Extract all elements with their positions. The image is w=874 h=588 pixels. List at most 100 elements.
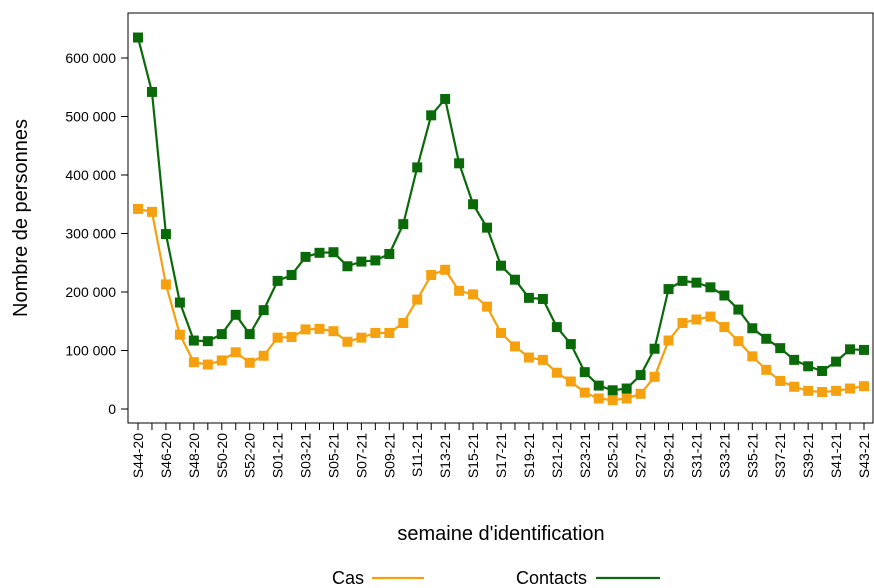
data-point bbox=[426, 270, 437, 281]
data-point bbox=[482, 301, 493, 312]
data-point bbox=[761, 333, 772, 344]
data-point bbox=[845, 383, 856, 394]
x-tick-label: S23-21 bbox=[577, 433, 593, 478]
data-point bbox=[649, 343, 660, 354]
data-point bbox=[677, 318, 688, 329]
data-point bbox=[789, 354, 800, 365]
x-tick-label: S03-21 bbox=[298, 433, 314, 478]
data-point bbox=[426, 110, 437, 121]
data-point bbox=[719, 290, 730, 301]
data-point bbox=[719, 322, 730, 333]
x-tick-label: S43-21 bbox=[856, 433, 872, 478]
data-point bbox=[188, 335, 199, 346]
x-tick-label: S15-21 bbox=[465, 433, 481, 478]
data-point bbox=[677, 275, 688, 286]
data-point bbox=[845, 344, 856, 355]
data-point bbox=[803, 361, 814, 372]
data-point bbox=[509, 274, 520, 285]
data-point bbox=[775, 343, 786, 354]
data-point bbox=[328, 247, 339, 258]
data-point bbox=[565, 376, 576, 387]
data-point bbox=[607, 395, 618, 406]
data-point bbox=[342, 336, 353, 347]
x-axis: S44-20 S46-20 S48-20 S50-20 S52-20 S01-21 S03-… bbox=[130, 423, 872, 478]
data-point bbox=[133, 203, 143, 214]
x-axis-title: semaine d'identification bbox=[397, 523, 604, 545]
data-point bbox=[328, 326, 339, 337]
y-axis: 0 100 000 200 000 300 000 400 000 500 000 600 … bbox=[65, 50, 128, 417]
data-point bbox=[314, 247, 325, 258]
data-point bbox=[244, 357, 255, 368]
y-tick-label: 300 000 bbox=[65, 226, 116, 242]
data-point bbox=[258, 350, 269, 361]
data-point bbox=[509, 341, 520, 352]
y-tick-label: 600 000 bbox=[65, 50, 116, 66]
data-point bbox=[286, 332, 297, 343]
data-point bbox=[496, 327, 506, 338]
data-point bbox=[761, 364, 772, 375]
y-tick-label: 100 000 bbox=[65, 343, 116, 359]
data-point bbox=[593, 393, 604, 404]
data-point bbox=[607, 385, 618, 396]
data-point bbox=[663, 284, 674, 295]
data-point bbox=[803, 385, 814, 396]
series-line bbox=[137, 207, 865, 402]
y-tick-label: 400 000 bbox=[65, 167, 116, 183]
data-point bbox=[537, 294, 548, 305]
data-point bbox=[859, 381, 869, 392]
data-point bbox=[216, 329, 227, 340]
x-tick-label: S01-21 bbox=[270, 433, 286, 478]
x-tick-label: S19-21 bbox=[521, 433, 537, 478]
data-point bbox=[356, 256, 367, 267]
data-point bbox=[537, 354, 548, 365]
data-point bbox=[705, 282, 716, 293]
data-point bbox=[230, 309, 241, 320]
data-point bbox=[412, 162, 423, 173]
data-point bbox=[523, 352, 534, 363]
data-point bbox=[244, 329, 255, 340]
data-point bbox=[174, 297, 185, 308]
data-point bbox=[733, 304, 744, 315]
legend: Cas Contacts bbox=[332, 568, 660, 588]
data-point bbox=[160, 229, 171, 240]
data-point bbox=[272, 332, 283, 343]
x-tick-label: S44-20 bbox=[130, 433, 146, 478]
data-point bbox=[663, 335, 674, 346]
data-point bbox=[565, 339, 576, 350]
data-point bbox=[468, 199, 479, 210]
data-point bbox=[831, 356, 842, 367]
legend-label: Cas bbox=[332, 568, 364, 588]
data-point bbox=[705, 311, 716, 322]
data-point bbox=[454, 158, 465, 169]
x-tick-label: S29-21 bbox=[661, 433, 677, 478]
data-point bbox=[370, 327, 381, 338]
x-tick-label: S41-21 bbox=[828, 433, 844, 478]
data-point bbox=[817, 387, 828, 398]
data-point bbox=[202, 336, 213, 347]
data-point bbox=[747, 351, 758, 362]
series-contacts bbox=[133, 32, 869, 396]
data-point bbox=[300, 251, 311, 262]
data-point bbox=[593, 380, 604, 391]
data-point bbox=[551, 322, 562, 333]
data-point bbox=[482, 222, 493, 233]
data-point bbox=[412, 294, 423, 305]
x-tick-label: S05-21 bbox=[325, 433, 341, 478]
data-point bbox=[398, 219, 409, 230]
data-point bbox=[398, 318, 409, 329]
x-tick-label: S17-21 bbox=[493, 433, 509, 478]
data-point bbox=[146, 206, 157, 217]
data-point bbox=[202, 359, 213, 370]
data-point bbox=[440, 264, 451, 275]
data-point bbox=[817, 365, 828, 376]
x-tick-label: S25-21 bbox=[605, 433, 621, 478]
data-point bbox=[314, 323, 325, 334]
x-tick-label: S11-21 bbox=[409, 433, 425, 477]
data-point bbox=[188, 357, 199, 368]
x-tick-label: S52-20 bbox=[242, 433, 258, 478]
legend-label: Contacts bbox=[516, 568, 587, 588]
x-tick-label: S27-21 bbox=[633, 433, 649, 478]
data-point bbox=[579, 387, 590, 398]
y-tick-label: 0 bbox=[108, 401, 116, 417]
